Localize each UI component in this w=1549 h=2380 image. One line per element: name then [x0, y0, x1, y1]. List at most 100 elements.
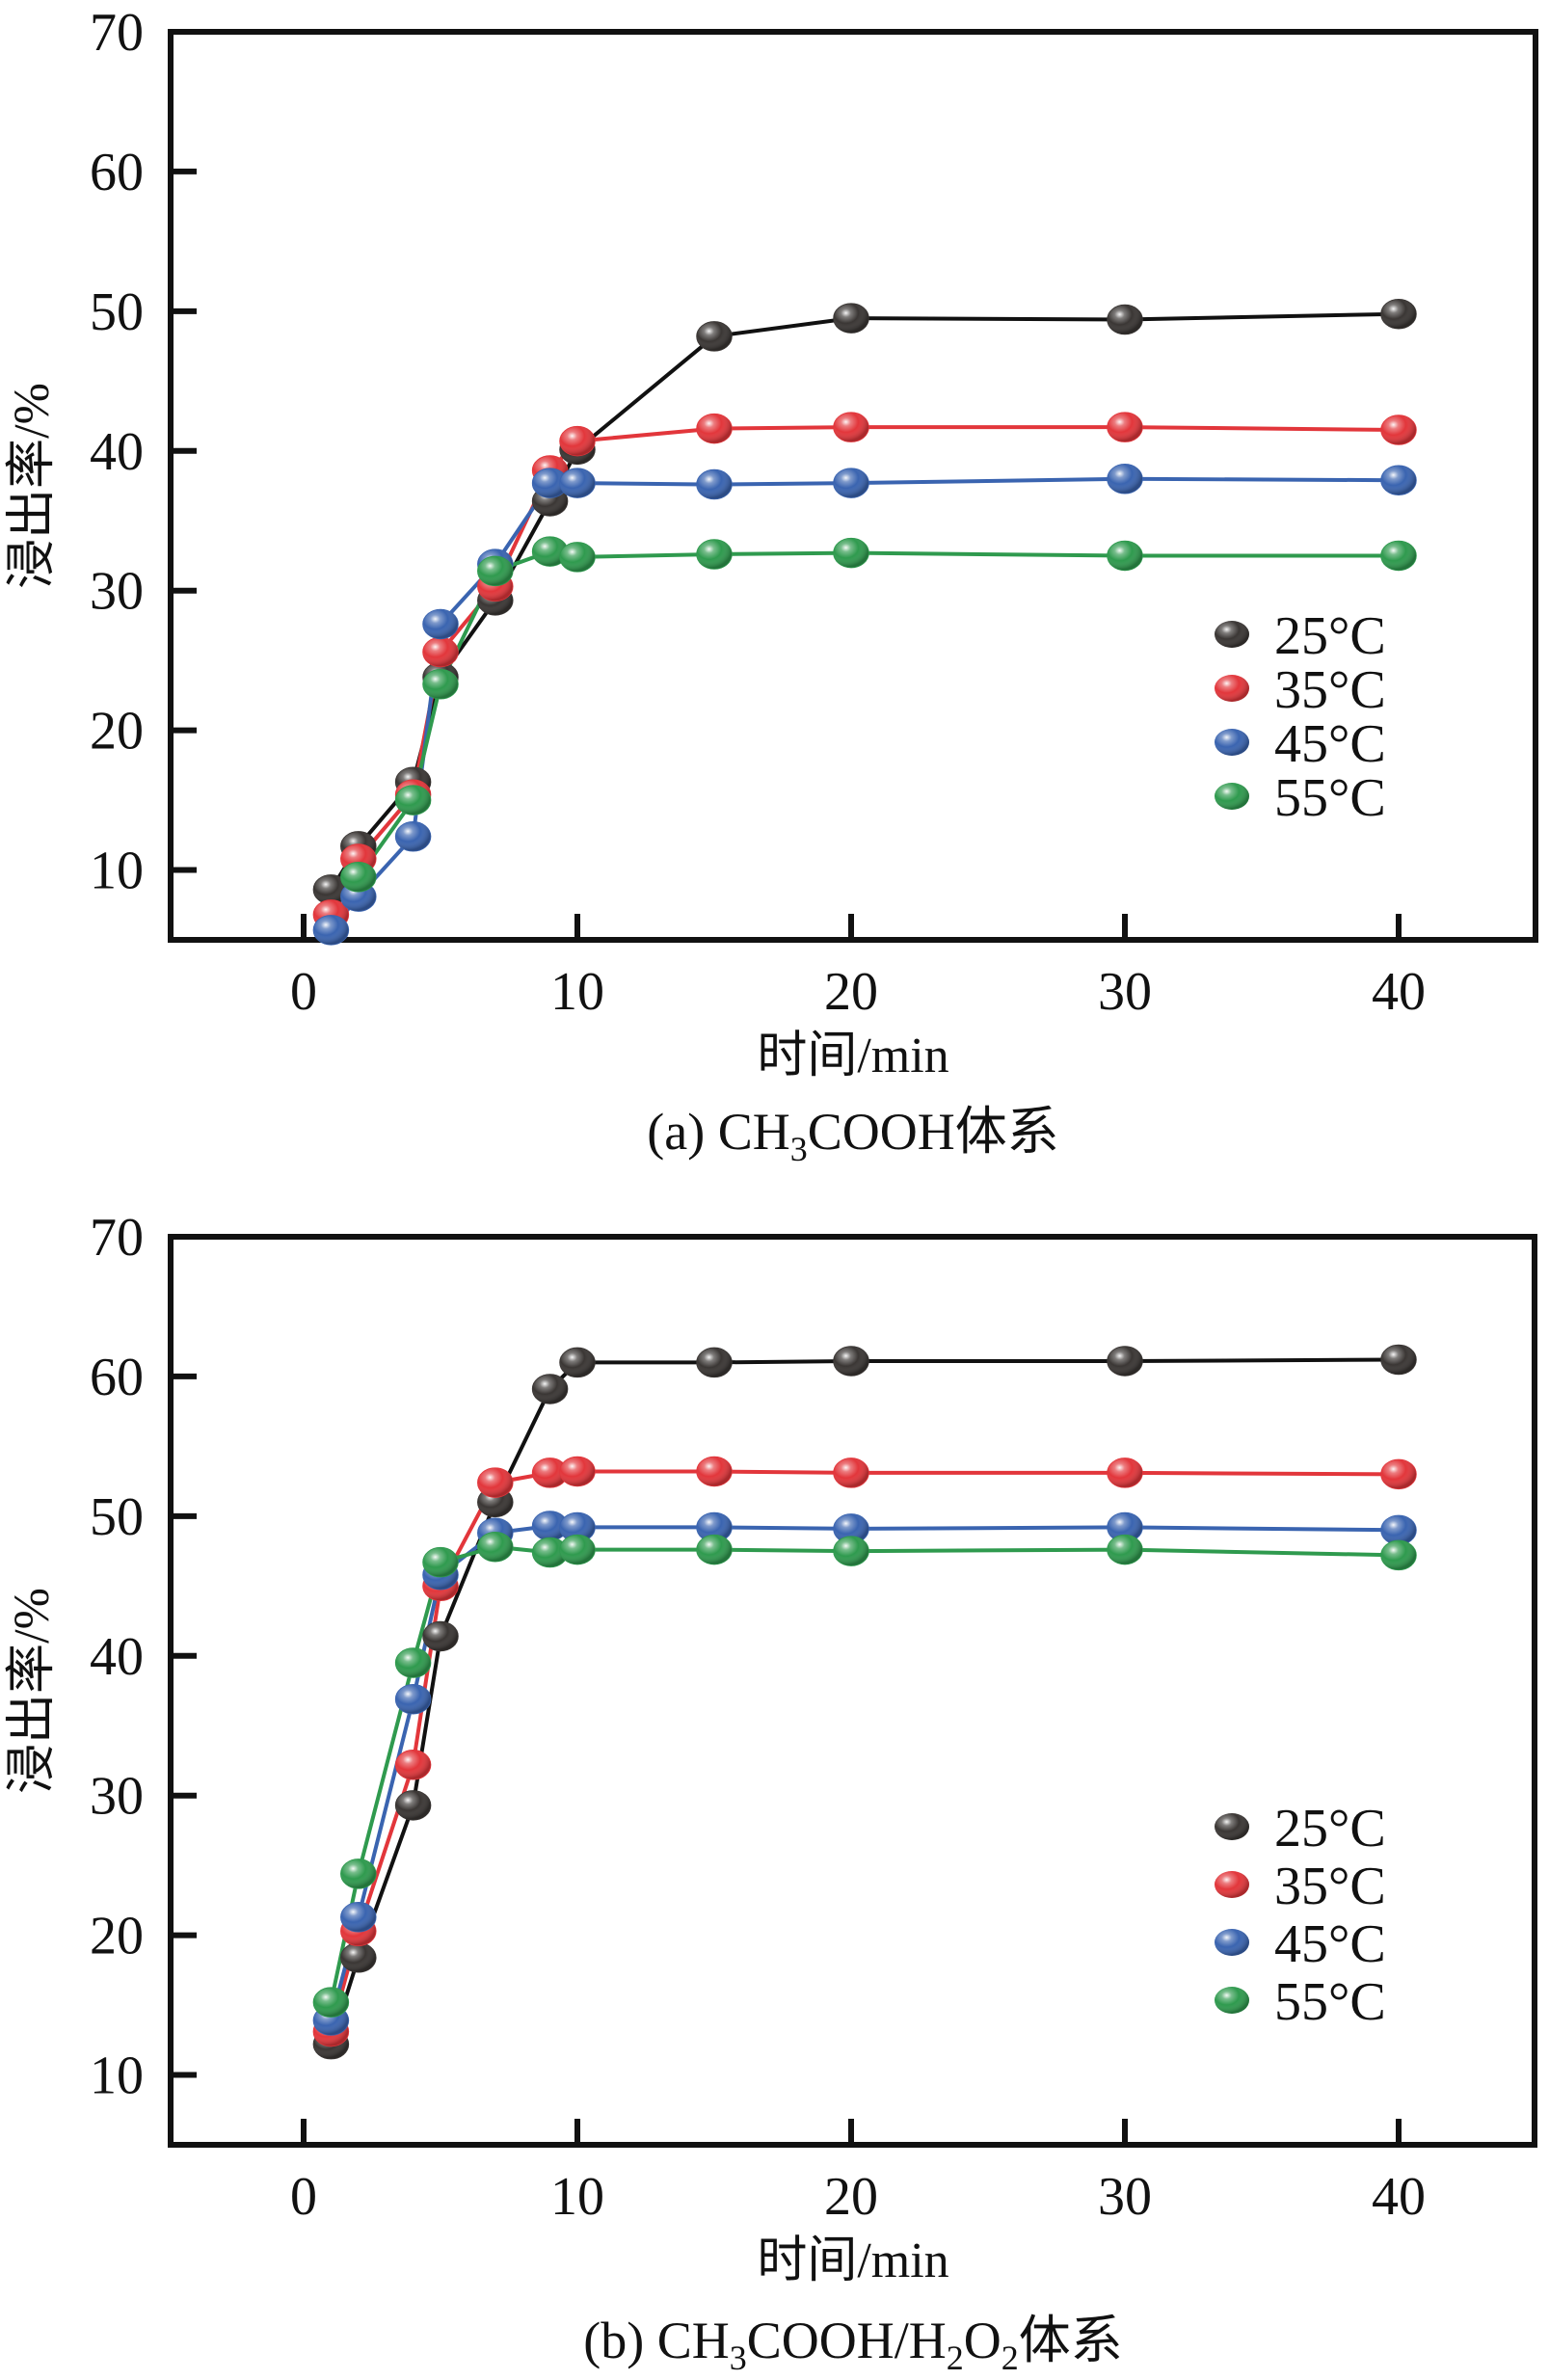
data-point	[422, 608, 459, 640]
caption-subscript: 3	[790, 1130, 808, 1168]
legend-item: 35°C	[1215, 660, 1386, 720]
marker-highlight	[697, 1348, 732, 1377]
marker-highlight	[1381, 541, 1416, 571]
data-point	[394, 1683, 432, 1715]
data-point	[477, 1531, 514, 1563]
y-tick-label: 70	[90, 3, 144, 63]
data-point	[312, 874, 350, 905]
legend-marker-highlight	[1215, 1987, 1249, 2014]
data-point	[696, 1456, 733, 1487]
legend-item: 25°C	[1215, 1799, 1386, 1859]
marker-highlight	[1381, 1459, 1416, 1489]
chart-caption: (a) CH3COOH体系	[647, 1103, 1058, 1168]
marker-highlight	[340, 1859, 376, 1888]
marker-highlight	[1108, 1512, 1142, 1542]
marker-highlight	[313, 1988, 349, 2018]
marker-highlight	[313, 915, 349, 945]
data-point	[1107, 1346, 1143, 1377]
marker-highlight	[1108, 305, 1142, 334]
marker-highlight	[1108, 1457, 1142, 1487]
marker-highlight	[477, 556, 513, 586]
chart-caption: (b) CH3COOH/H2O2体系	[583, 2312, 1123, 2377]
marker-highlight	[1108, 413, 1142, 442]
data-point	[696, 321, 733, 352]
legend-marker-highlight	[1215, 729, 1249, 756]
data-point	[340, 1859, 377, 1889]
data-point	[312, 1987, 350, 2018]
marker-highlight	[1108, 1346, 1142, 1376]
x-tick-label: 0	[290, 2167, 317, 2227]
y-tick-label: 20	[90, 702, 144, 762]
data-point	[833, 1346, 869, 1377]
legend-item: 35°C	[1215, 1857, 1386, 1916]
legend-marker-highlight	[1215, 621, 1249, 648]
data-point	[833, 412, 869, 442]
marker-highlight	[560, 542, 595, 572]
data-point	[1380, 1539, 1417, 1571]
x-ticks: 0 10 20 30 40	[290, 2119, 1426, 2227]
marker-highlight	[1108, 541, 1142, 571]
data-point	[531, 1537, 569, 1568]
data-point	[1380, 1344, 1417, 1376]
marker-highlight	[834, 1513, 868, 1543]
data-point	[394, 1790, 432, 1821]
marker-highlight	[834, 1537, 868, 1566]
data-point	[1107, 412, 1143, 442]
marker-highlight	[560, 468, 595, 498]
series-line-35c	[329, 425, 1400, 916]
data-point	[1107, 1457, 1143, 1488]
y-tick-label: 40	[90, 1627, 144, 1687]
marker-highlight	[1381, 466, 1416, 495]
marker-highlight	[423, 637, 458, 667]
y-tick-label: 60	[90, 1348, 144, 1407]
legend-label: 25°C	[1274, 1799, 1386, 1859]
caption-part: COOH体系	[808, 1103, 1059, 1161]
y-tick-label: 50	[90, 1487, 144, 1547]
data-point	[1107, 1534, 1143, 1565]
y-ticks: 10 20 30 40 50 60 70	[90, 3, 197, 901]
marker-highlight	[834, 1346, 868, 1376]
x-tick-label: 10	[550, 962, 604, 1022]
marker-highlight	[395, 1684, 431, 1714]
marker-highlight	[560, 1348, 595, 1377]
caption-part: (b) CH	[583, 2312, 729, 2369]
chart-a: 10 20 30 40 50 60 70 0 10 20 30 40 25°C35°C45°C55°…	[5, 3, 1538, 1168]
data-point	[422, 1546, 459, 1578]
y-tick-label: 30	[90, 1767, 144, 1827]
legend-item: 55°C	[1215, 768, 1386, 828]
marker-highlight	[477, 1468, 513, 1498]
marker-highlight	[697, 414, 732, 443]
legend-marker-highlight	[1215, 783, 1249, 810]
data-point	[696, 1511, 733, 1543]
marker-highlight	[560, 1535, 595, 1564]
marker-highlight	[834, 468, 868, 498]
data-point	[340, 1942, 377, 1973]
data-point	[1380, 540, 1417, 572]
data-point	[833, 303, 869, 334]
data-point	[1380, 298, 1417, 330]
marker-highlight	[532, 1374, 568, 1404]
data-point	[477, 555, 514, 587]
x-ticks: 0 10 20 30 40	[290, 914, 1426, 1022]
data-point	[1107, 540, 1143, 572]
data-point	[559, 468, 596, 498]
marker-highlight	[1381, 1540, 1416, 1570]
marker-highlight	[1108, 464, 1142, 494]
x-tick-label: 0	[290, 962, 317, 1022]
legend-marker-highlight	[1215, 675, 1249, 702]
y-axis-label: 浸出率/%	[5, 383, 60, 589]
data-point	[559, 1511, 596, 1543]
chart-b: 10 20 30 40 50 60 70 0 10 20 30 40 25°C35°C45°C55°…	[5, 1208, 1537, 2377]
marker-highlight	[395, 821, 431, 851]
caption-subscript: 3	[730, 2339, 747, 2377]
marker-highlight	[532, 1538, 568, 1567]
marker-highlight	[697, 1457, 732, 1486]
data-point	[477, 1467, 514, 1498]
marker-highlight	[532, 1511, 568, 1540]
marker-highlight	[560, 1512, 595, 1542]
data-point	[1380, 1514, 1417, 1546]
x-tick-label: 10	[550, 2167, 604, 2227]
marker-highlight	[423, 669, 458, 699]
legend-item: 45°C	[1215, 714, 1386, 774]
data-point	[422, 669, 459, 700]
